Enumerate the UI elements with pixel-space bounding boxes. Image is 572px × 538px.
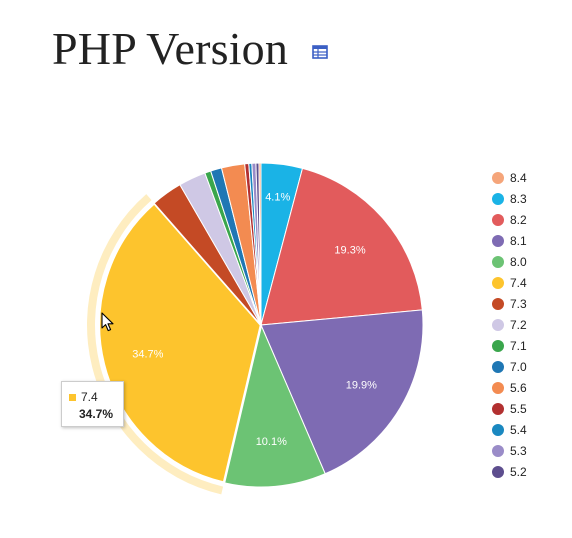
legend-label-8-2[interactable]: 8.2 — [510, 213, 527, 227]
legend-label-7-3[interactable]: 7.3 — [510, 297, 527, 311]
legend-swatch-5-4[interactable] — [492, 424, 504, 436]
tooltip-label: 7.4 — [81, 390, 98, 404]
legend-label-8-0[interactable]: 8.0 — [510, 255, 527, 269]
pie-slice-8-4[interactable] — [258, 162, 262, 326]
legend-label-8-3[interactable]: 8.3 — [510, 192, 527, 206]
slice-label-8-2: 19.3% — [334, 245, 365, 257]
legend: 8.4 8.3 8.2 8.1 8.0 7.4 7.3 7.2 7.1 7.0 5.6 5.5 5.4 5… — [492, 171, 527, 479]
tooltip-swatch — [69, 393, 76, 401]
chart-tooltip: 7.4 34.7% — [61, 381, 124, 427]
slice-label-7-4: 34.7% — [132, 348, 163, 360]
legend-swatch-8-0[interactable] — [492, 256, 504, 268]
legend-label-7-1[interactable]: 7.1 — [510, 339, 527, 353]
legend-label-5-4[interactable]: 5.4 — [510, 423, 527, 437]
legend-swatch-5-5[interactable] — [492, 403, 504, 415]
legend-swatch-7-1[interactable] — [492, 340, 504, 352]
legend-label-5-2[interactable]: 5.2 — [510, 465, 527, 479]
page-title: PHP Version — [52, 23, 289, 74]
pie-slice-8-1[interactable] — [260, 309, 424, 475]
pie-slice-8-2[interactable] — [260, 167, 423, 326]
legend-label-5-5[interactable]: 5.5 — [510, 402, 527, 416]
legend-label-8-4[interactable]: 8.4 — [510, 171, 527, 185]
legend-swatch-7-4[interactable] — [492, 277, 504, 289]
pie-slice-8-0[interactable] — [223, 323, 326, 488]
legend-swatch-8-2[interactable] — [492, 214, 504, 226]
legend-swatch-8-1[interactable] — [492, 235, 504, 247]
table-view-icon[interactable] — [312, 44, 328, 60]
slice-label-8-1: 19.9% — [346, 379, 377, 391]
legend-swatch-5-2[interactable] — [492, 466, 504, 478]
pie-slice-7-4[interactable] — [97, 201, 263, 485]
legend-swatch-8-3[interactable] — [492, 193, 504, 205]
legend-swatch-5-6[interactable] — [492, 382, 504, 394]
legend-label-5-3[interactable]: 5.3 — [510, 444, 527, 458]
slice-label-8-0: 10.1% — [256, 436, 287, 448]
tooltip-value: 34.7% — [79, 407, 114, 421]
legend-swatch-8-4[interactable] — [492, 172, 504, 184]
legend-swatch-7-2[interactable] — [492, 319, 504, 331]
slice-labels: 4.1% 19.3% 19.9% 10.1% 34.7% — [132, 191, 377, 448]
legend-swatch-5-3[interactable] — [492, 445, 504, 457]
legend-label-7-2[interactable]: 7.2 — [510, 318, 527, 332]
legend-label-5-6[interactable]: 5.6 — [510, 381, 527, 395]
legend-label-8-1[interactable]: 8.1 — [510, 234, 527, 248]
slice-label-8-3: 4.1% — [265, 191, 290, 203]
legend-swatch-7-0[interactable] — [492, 361, 504, 373]
legend-label-7-4[interactable]: 7.4 — [510, 276, 527, 290]
legend-label-7-0[interactable]: 7.0 — [510, 360, 527, 374]
mouse-cursor-icon — [101, 312, 114, 332]
legend-swatch-7-3[interactable] — [492, 298, 504, 310]
